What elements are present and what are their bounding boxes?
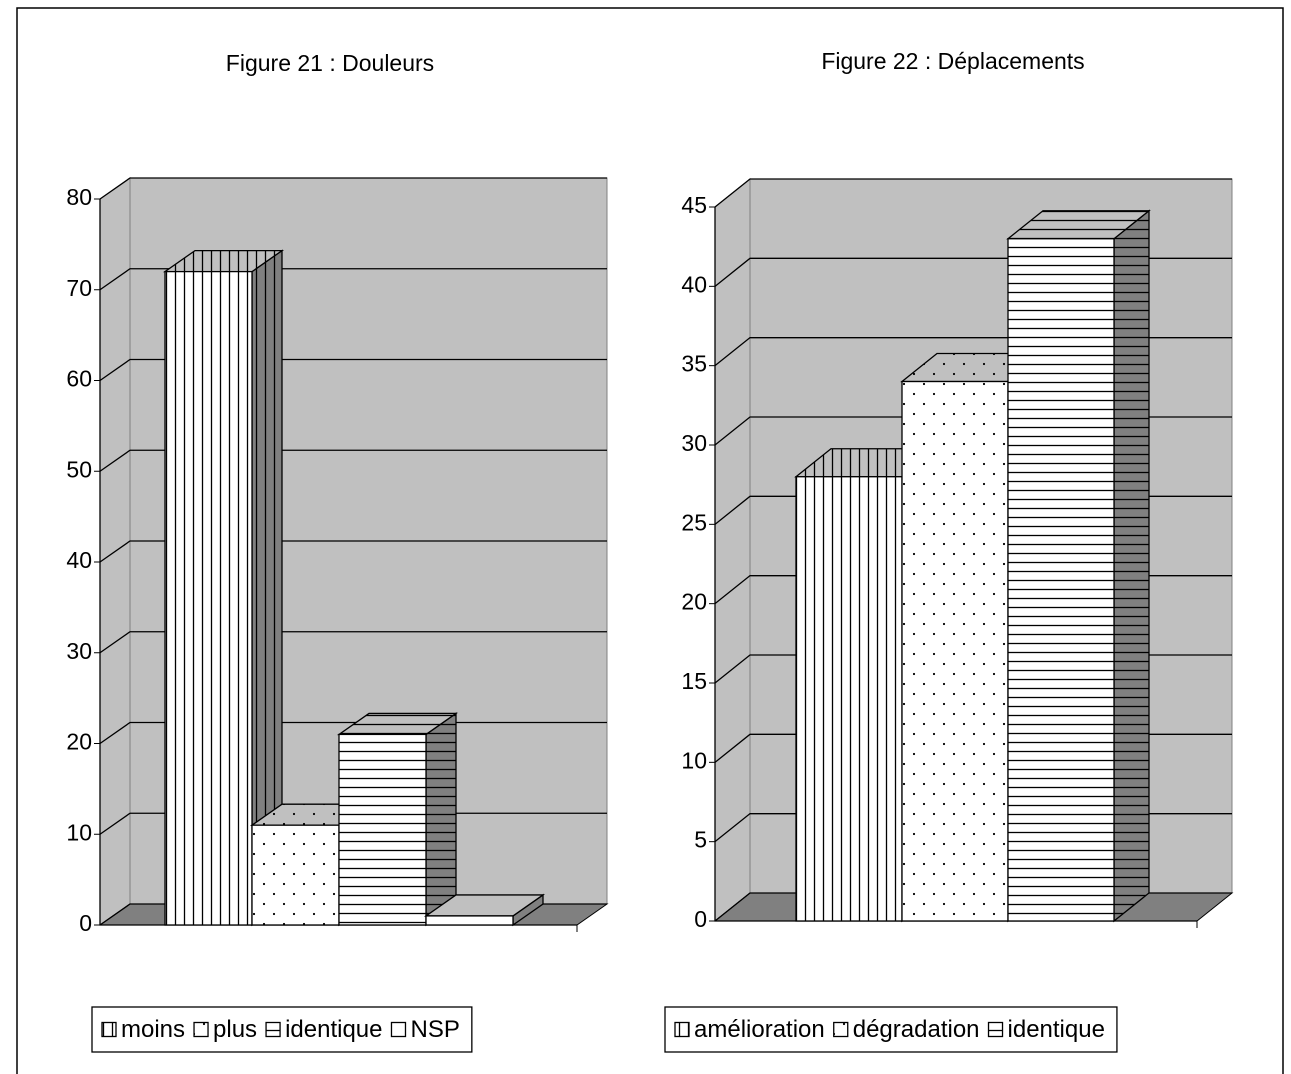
bar-side	[1113, 209, 1150, 923]
y-tick-label: 10	[66, 819, 92, 845]
y-tick-label: 10	[681, 747, 707, 773]
side-wall	[714, 177, 751, 923]
y-tick-label: 20	[66, 729, 92, 755]
grid-line	[99, 358, 607, 382]
legend-label: plus	[213, 1016, 257, 1043]
y-tick-label: 30	[66, 638, 92, 664]
y-tick-label: 40	[66, 547, 92, 573]
legend-swatch	[193, 1021, 209, 1038]
y-tick-label: 70	[66, 275, 92, 301]
y-tick-label: 30	[681, 430, 707, 456]
legend-swatch	[390, 1021, 407, 1038]
y-tick-label: 15	[681, 668, 707, 694]
legend-swatch	[833, 1021, 849, 1038]
y-tick-label: 0	[79, 910, 92, 936]
chart-title: Figure 22 : Déplacements	[821, 48, 1084, 74]
legend	[664, 1006, 1118, 1053]
y-tick-label: 35	[681, 351, 707, 377]
legend-label: moins	[121, 1016, 185, 1043]
legend-label: identique	[1008, 1016, 1105, 1043]
y-tick-label: 45	[681, 192, 707, 218]
legend-swatch	[265, 1021, 281, 1038]
bar	[425, 915, 514, 926]
bar	[251, 824, 340, 926]
chart-title: Figure 21 : Douleurs	[226, 50, 434, 76]
y-tick-label: 20	[681, 589, 707, 615]
bar-side	[425, 712, 457, 927]
bar	[164, 270, 253, 926]
y-tick-label: 40	[681, 271, 707, 297]
grid-line	[99, 177, 607, 200]
legend-label: amélioration	[694, 1016, 825, 1043]
y-tick-label: 60	[66, 366, 92, 392]
legend-swatch	[987, 1021, 1004, 1038]
bar	[901, 380, 1009, 922]
bar	[338, 733, 427, 926]
legend	[91, 1006, 473, 1053]
legend-label: dégradation	[853, 1016, 980, 1043]
grid-line	[99, 268, 607, 291]
grid-line	[714, 178, 1232, 208]
grid-line	[99, 449, 607, 472]
y-tick-label: 50	[66, 456, 92, 482]
frame	[16, 7, 1284, 1074]
grid-line	[99, 540, 607, 563]
legend-swatch	[674, 1021, 690, 1038]
bar	[795, 476, 903, 922]
y-tick-label: 80	[66, 184, 92, 210]
y-tick-label: 25	[681, 509, 707, 535]
y-tick-label: 0	[694, 906, 707, 932]
y-tick-label: 5	[694, 827, 707, 853]
legend-label: NSP	[410, 1016, 459, 1043]
bar	[1007, 238, 1115, 922]
legend-label: identique	[285, 1016, 382, 1043]
grid-line	[99, 631, 607, 654]
legend-swatch	[101, 1021, 117, 1038]
